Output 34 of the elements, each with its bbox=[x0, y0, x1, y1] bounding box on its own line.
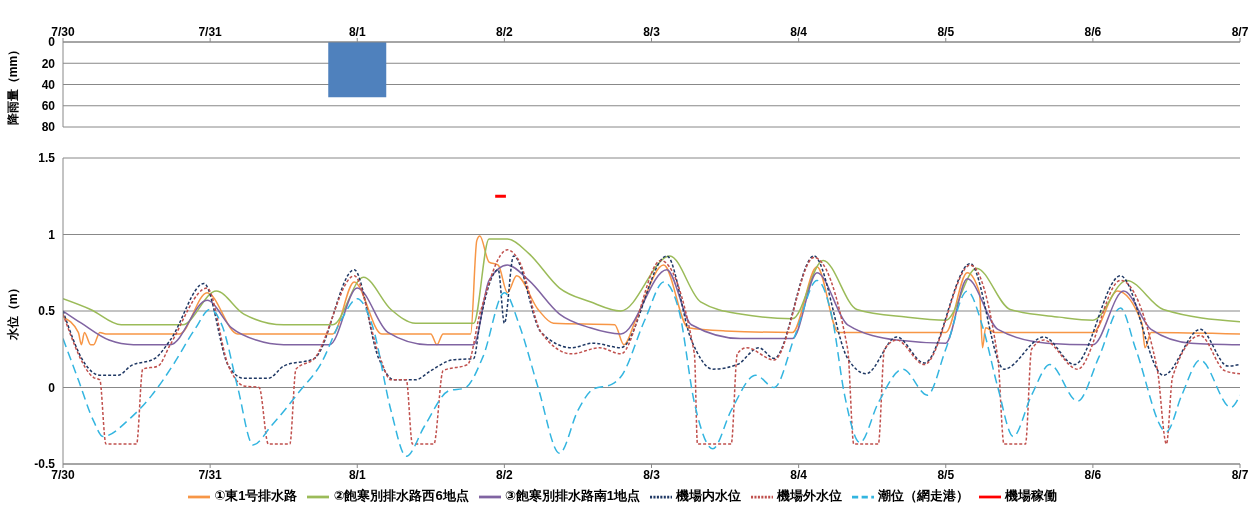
x-tick-label: 7/30 bbox=[51, 467, 75, 482]
x-tick-label: 8/1 bbox=[348, 467, 366, 482]
y-tick-label: 1 bbox=[48, 227, 56, 242]
x-tick-label: 8/3 bbox=[643, 467, 661, 482]
x-tick-label: 8/2 bbox=[496, 25, 514, 39]
x-tick-label: 8/4 bbox=[790, 25, 808, 39]
x-tick-label: 8/3 bbox=[643, 25, 661, 39]
y-tick-label: 40 bbox=[41, 77, 56, 92]
legend-label: 機場外水位 bbox=[776, 488, 842, 504]
x-tick-label: 8/1 bbox=[348, 25, 366, 39]
legend-label: 機場内水位 bbox=[675, 488, 741, 504]
y-tick-label: 80 bbox=[41, 120, 56, 135]
x-tick-label: 8/5 bbox=[937, 467, 955, 482]
x-tick-label: 8/7 bbox=[1231, 467, 1249, 482]
x-tick-label: 8/2 bbox=[496, 467, 514, 482]
y-axis-title: 水位（m） bbox=[6, 281, 21, 342]
legend-label: ①東1号排水路 bbox=[214, 488, 298, 504]
x-tick-label: 8/6 bbox=[1084, 25, 1102, 39]
legend-label: 機場稼働 bbox=[1004, 488, 1057, 504]
x-tick-label: 8/6 bbox=[1084, 467, 1102, 482]
legend-label: ②飽寒別排水路西6地点 bbox=[333, 488, 469, 504]
y-tick-label: 20 bbox=[41, 56, 56, 71]
x-tick-label: 8/7 bbox=[1231, 25, 1249, 39]
y-axis-title: 降雨量（mm） bbox=[6, 43, 21, 126]
y-tick-label: 1.5 bbox=[38, 151, 56, 166]
x-tick-label: 7/31 bbox=[198, 25, 223, 39]
x-tick-label: 8/4 bbox=[790, 467, 808, 482]
x-tick-label: 8/5 bbox=[937, 25, 955, 39]
x-tick-label: 7/31 bbox=[198, 467, 223, 482]
legend-label: 潮位（網走港） bbox=[877, 488, 969, 504]
y-tick-label: 0 bbox=[48, 380, 56, 395]
y-tick-label: 0.5 bbox=[38, 304, 56, 319]
legend-label: ③飽寒別排水路南1地点 bbox=[504, 488, 640, 504]
y-tick-label: 60 bbox=[41, 99, 56, 114]
